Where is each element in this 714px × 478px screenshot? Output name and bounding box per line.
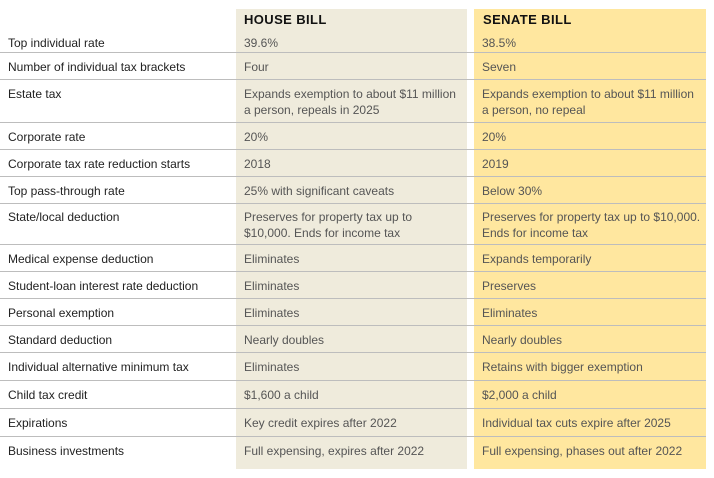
row-divider — [0, 380, 706, 381]
senate-value: Retains with bigger exemption — [482, 360, 643, 374]
senate-value: Nearly doubles — [482, 333, 563, 347]
row-label: Estate tax — [8, 87, 62, 101]
row-label: Corporate rate — [8, 130, 86, 144]
row-label: Top pass-through rate — [8, 184, 125, 198]
senate-value: 2019 — [482, 157, 509, 171]
house-value: Expands exemption to about $11 million a… — [244, 87, 456, 117]
house-value: Four — [244, 60, 269, 74]
row-label: State/local deduction — [8, 210, 120, 224]
house-value: $1,600 a child — [244, 388, 319, 402]
house-value: Eliminates — [244, 360, 300, 374]
senate-value: Preserves for property tax up to $10,000… — [482, 210, 701, 240]
table-row: Personal exemption Eliminates Eliminates — [0, 299, 714, 326]
table-row: Medical expense deduction Eliminates Exp… — [0, 245, 714, 272]
row-divider — [0, 298, 706, 299]
house-value: 2018 — [244, 157, 271, 171]
row-label: Personal exemption — [8, 306, 115, 320]
row-divider — [0, 271, 706, 272]
house-value: Eliminates — [244, 306, 300, 320]
table-row: Business investments Full expensing, exp… — [0, 437, 714, 467]
row-label: Expirations — [8, 416, 68, 430]
house-value: Preserves for property tax up to $10,000… — [244, 210, 413, 240]
row-divider — [0, 325, 706, 326]
row-divider — [0, 79, 706, 80]
row-divider — [0, 352, 706, 353]
table-row: Top pass-through rate 25% with significa… — [0, 177, 714, 204]
row-label: Number of individual tax brackets — [8, 60, 186, 74]
table-row: Individual alternative minimum tax Elimi… — [0, 353, 714, 381]
table-row: State/local deduction Preserves for prop… — [0, 203, 714, 245]
table-row: Standard deduction Nearly doubles Nearly… — [0, 326, 714, 353]
row-label: Student-loan interest rate deduction — [8, 279, 199, 293]
row-label: Medical expense deduction — [8, 252, 154, 266]
senate-bill-header: SENATE BILL — [483, 12, 572, 27]
house-value: Eliminates — [244, 279, 300, 293]
row-label: Business investments — [8, 444, 125, 458]
table-row: Expirations Key credit expires after 202… — [0, 409, 714, 437]
house-value: 39.6% — [244, 36, 279, 50]
senate-value: Expands exemption to about $11 million a… — [482, 87, 694, 117]
senate-value: Eliminates — [482, 306, 538, 320]
row-label: Child tax credit — [8, 388, 88, 402]
house-column-background — [236, 9, 467, 469]
row-label: Individual alternative minimum tax — [8, 360, 189, 374]
row-label: Standard deduction — [8, 333, 113, 347]
house-value: Eliminates — [244, 252, 300, 266]
house-value: 20% — [244, 130, 269, 144]
senate-value: Full expensing, phases out after 2022 — [482, 444, 683, 458]
table-row: Estate tax Expands exemption to about $1… — [0, 80, 714, 123]
senate-column-background — [474, 9, 706, 469]
row-divider — [0, 176, 706, 177]
house-value: Key credit expires after 2022 — [244, 416, 397, 430]
senate-value: $2,000 a child — [482, 388, 557, 402]
senate-value: Preserves — [482, 279, 537, 293]
row-label: Top individual rate — [8, 36, 105, 50]
row-divider — [0, 122, 706, 123]
senate-value: Expands temporarily — [482, 252, 592, 266]
row-divider — [0, 149, 706, 150]
row-divider — [0, 203, 706, 204]
house-bill-header: HOUSE BILL — [244, 12, 327, 27]
row-divider — [0, 52, 706, 53]
senate-value: 20% — [482, 130, 507, 144]
senate-value: Individual tax cuts expire after 2025 — [482, 416, 671, 430]
table-row: Corporate rate 20% 20% — [0, 123, 714, 150]
row-divider — [0, 436, 706, 437]
table-row: Child tax credit $1,600 a child $2,000 a… — [0, 381, 714, 409]
house-value: Nearly doubles — [244, 333, 325, 347]
senate-value: 38.5% — [482, 36, 517, 50]
table-row: Top individual rate 39.6% 38.5% — [0, 29, 714, 53]
row-divider — [0, 408, 706, 409]
table-row: Number of individual tax brackets Four S… — [0, 53, 714, 80]
senate-value: Below 30% — [482, 184, 543, 198]
table-row: Corporate tax rate reduction starts 2018… — [0, 150, 714, 177]
table-row: Student-loan interest rate deduction Eli… — [0, 272, 714, 299]
row-label: Corporate tax rate reduction starts — [8, 157, 191, 171]
row-divider — [0, 244, 706, 245]
senate-value: Seven — [482, 60, 517, 74]
house-value: 25% with significant caveats — [244, 184, 395, 198]
house-value: Full expensing, expires after 2022 — [244, 444, 425, 458]
